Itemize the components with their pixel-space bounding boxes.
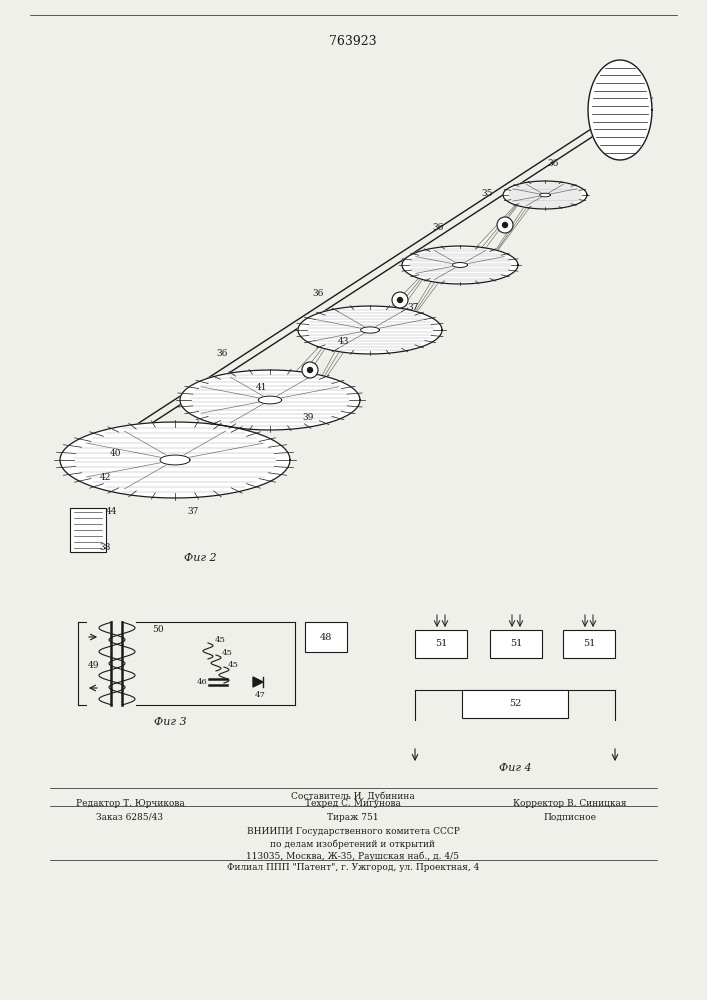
Circle shape — [392, 292, 408, 308]
Text: 38: 38 — [99, 544, 111, 552]
Bar — [305, 622, 347, 652]
Polygon shape — [160, 455, 190, 465]
Text: 38: 38 — [595, 123, 607, 132]
Text: 45: 45 — [222, 649, 233, 657]
Text: Подписное: Подписное — [544, 812, 597, 822]
Polygon shape — [402, 246, 518, 284]
Circle shape — [302, 362, 318, 378]
Text: Заказ 6285/43: Заказ 6285/43 — [96, 812, 163, 822]
Text: 45: 45 — [215, 636, 226, 644]
Polygon shape — [298, 306, 442, 354]
Text: 35: 35 — [481, 188, 493, 198]
Bar — [415, 630, 467, 658]
Text: ВНИИПИ Государственного комитета СССР: ВНИИПИ Государственного комитета СССР — [247, 828, 460, 836]
Text: 51: 51 — [583, 640, 595, 648]
Polygon shape — [588, 60, 652, 160]
Circle shape — [497, 217, 513, 233]
Text: 45: 45 — [228, 661, 239, 669]
Bar — [70, 508, 106, 552]
Text: 39: 39 — [303, 414, 314, 422]
Text: 51: 51 — [510, 640, 522, 648]
Polygon shape — [180, 370, 360, 430]
Text: 49: 49 — [87, 660, 99, 670]
Text: Фиг 4: Фиг 4 — [498, 763, 532, 773]
Text: 37: 37 — [187, 508, 199, 516]
Text: Филиал ППП "Патент", г. Ужгород, ул. Проектная, 4: Филиал ППП "Патент", г. Ужгород, ул. Про… — [227, 863, 479, 872]
Polygon shape — [258, 396, 281, 404]
Text: 36: 36 — [432, 224, 444, 232]
Text: 48: 48 — [320, 633, 332, 642]
Bar — [462, 690, 568, 718]
Polygon shape — [503, 181, 587, 209]
Polygon shape — [452, 263, 467, 267]
Text: Тираж 751: Тираж 751 — [327, 812, 379, 822]
Circle shape — [308, 367, 312, 372]
Text: 41: 41 — [256, 383, 268, 392]
Text: 47: 47 — [255, 691, 265, 699]
Text: 113035, Москва, Ж-35, Раушская наб., д. 4/5: 113035, Москва, Ж-35, Раушская наб., д. … — [247, 851, 460, 861]
Text: Техред С. Мигунова: Техред С. Мигунова — [305, 798, 401, 808]
Bar — [563, 630, 615, 658]
Text: Редактор Т. Юрчикова: Редактор Т. Юрчикова — [76, 798, 185, 808]
Text: 40: 40 — [110, 448, 122, 458]
Text: по делам изобретений и открытий: по делам изобретений и открытий — [271, 839, 436, 849]
Text: 43: 43 — [337, 338, 349, 347]
Polygon shape — [60, 422, 290, 498]
Text: 46: 46 — [197, 678, 207, 686]
Text: Составитель И. Дубинина: Составитель И. Дубинина — [291, 791, 415, 801]
Text: 50: 50 — [152, 626, 164, 635]
Text: 763923: 763923 — [329, 35, 377, 48]
Text: 36: 36 — [312, 288, 324, 298]
Polygon shape — [539, 193, 551, 197]
Text: 36: 36 — [547, 158, 559, 167]
Polygon shape — [361, 327, 380, 333]
Text: Корректор В. Синицкая: Корректор В. Синицкая — [513, 798, 626, 808]
Text: 51: 51 — [435, 640, 448, 648]
Text: 42: 42 — [99, 474, 111, 483]
Text: 52: 52 — [509, 700, 521, 708]
Circle shape — [503, 223, 508, 228]
Text: 44: 44 — [106, 508, 118, 516]
Text: Фиг 2: Фиг 2 — [184, 553, 216, 563]
Text: 37: 37 — [407, 304, 419, 312]
Bar — [490, 630, 542, 658]
Text: 36: 36 — [216, 349, 228, 358]
Text: Фиг 3: Фиг 3 — [153, 717, 187, 727]
Polygon shape — [253, 677, 263, 687]
Circle shape — [397, 298, 402, 302]
